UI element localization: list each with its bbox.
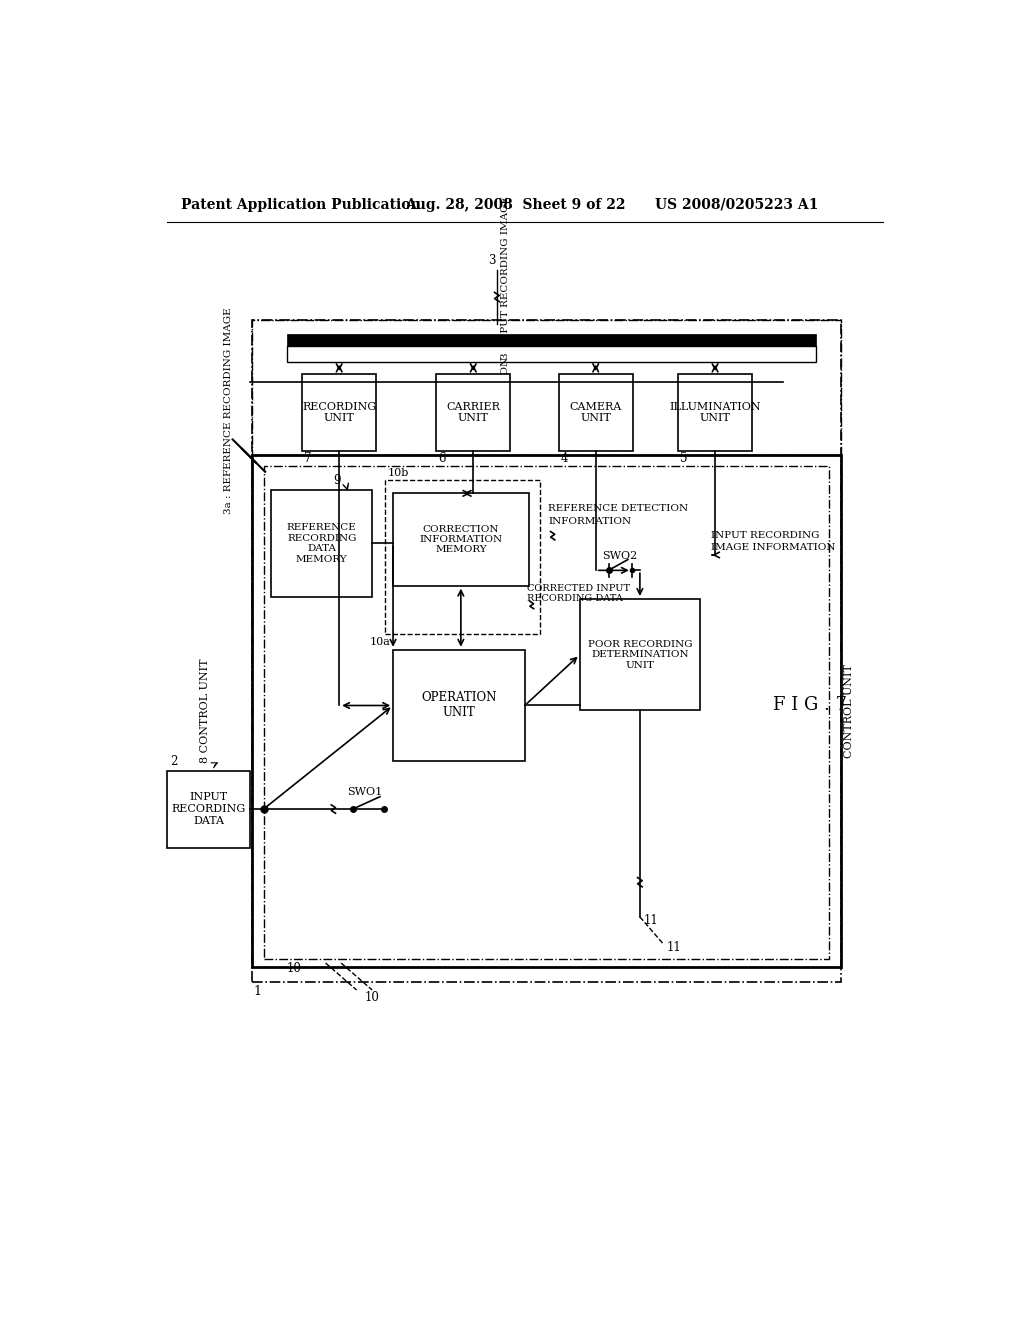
Bar	[271, 490, 372, 598]
Text: INPUT
RECORDING
DATA: INPUT RECORDING DATA	[171, 792, 246, 825]
Bar	[559, 374, 633, 451]
Bar	[678, 374, 752, 451]
Text: CORRECTED INPUT: CORRECTED INPUT	[527, 583, 630, 593]
Bar	[252, 321, 841, 982]
Bar	[393, 494, 528, 586]
Bar	[287, 334, 816, 346]
Text: 5: 5	[680, 453, 687, 465]
Text: RECORDING DATA: RECORDING DATA	[527, 594, 623, 603]
Text: F I G . 7: F I G . 7	[773, 696, 847, 714]
Text: CARRIER
UNIT: CARRIER UNIT	[446, 401, 500, 424]
Text: SWO1: SWO1	[347, 787, 382, 797]
Text: 3a : REFERENCE RECORDING IMAGE: 3a : REFERENCE RECORDING IMAGE	[224, 308, 233, 513]
Text: ILLUMINATION
UNIT: ILLUMINATION UNIT	[670, 401, 761, 424]
Text: 10a: 10a	[370, 638, 391, 647]
Text: 11: 11	[667, 941, 682, 954]
Bar	[436, 374, 510, 451]
Text: CONTROL UNIT: CONTROL UNIT	[844, 664, 854, 758]
Text: INPUT RECORDING: INPUT RECORDING	[711, 531, 819, 540]
Text: INFORMATION: INFORMATION	[548, 517, 631, 527]
Text: 6: 6	[438, 453, 445, 465]
Text: POOR RECORDING
DETERMINATION
UNIT: POOR RECORDING DETERMINATION UNIT	[588, 640, 692, 669]
Text: INFORMATION: INFORMATION	[501, 355, 510, 438]
Bar	[580, 599, 700, 710]
Text: 3  INPUT RECORDING IMAGE: 3 INPUT RECORDING IMAGE	[501, 197, 510, 359]
Text: SWO2: SWO2	[602, 552, 638, 561]
Text: OPERATION
UNIT: OPERATION UNIT	[421, 692, 497, 719]
Bar	[302, 374, 376, 451]
Text: 10b: 10b	[388, 467, 409, 478]
Bar	[385, 480, 541, 635]
Bar	[167, 771, 251, 847]
Text: Aug. 28, 2008  Sheet 9 of 22: Aug. 28, 2008 Sheet 9 of 22	[406, 198, 626, 211]
Text: RECORDING
UNIT: RECORDING UNIT	[302, 401, 376, 424]
Bar	[393, 649, 524, 762]
Text: CAMERA
UNIT: CAMERA UNIT	[569, 401, 622, 424]
Text: 8 CONTROL UNIT: 8 CONTROL UNIT	[201, 659, 211, 763]
Bar	[252, 321, 841, 455]
Text: 7: 7	[304, 453, 311, 465]
Text: REFERENCE DETECTION: REFERENCE DETECTION	[548, 504, 688, 513]
Text: Patent Application Publication: Patent Application Publication	[180, 198, 420, 211]
Text: 4: 4	[560, 453, 568, 465]
Text: 2: 2	[171, 755, 178, 768]
Text: 11: 11	[644, 915, 658, 927]
Text: 9: 9	[334, 474, 341, 487]
Text: US 2008/0205223 A1: US 2008/0205223 A1	[655, 198, 818, 211]
Text: 10: 10	[287, 962, 302, 975]
Text: 10: 10	[365, 991, 379, 1005]
Text: 3: 3	[488, 255, 496, 268]
Text: 1: 1	[254, 985, 261, 998]
Bar	[263, 466, 829, 960]
Text: IMAGE INFORMATION: IMAGE INFORMATION	[711, 543, 836, 552]
Text: CORRECTION
INFORMATION
MEMORY: CORRECTION INFORMATION MEMORY	[419, 524, 503, 554]
Bar	[252, 455, 841, 966]
Text: REFERENCE
RECORDING
DATA
MEMORY: REFERENCE RECORDING DATA MEMORY	[287, 523, 356, 564]
Bar	[287, 346, 816, 362]
